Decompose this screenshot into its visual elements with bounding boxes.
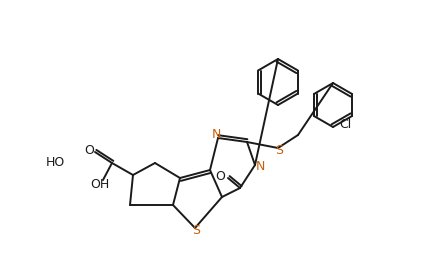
Text: S: S — [192, 223, 200, 237]
Text: Cl: Cl — [339, 117, 351, 131]
Text: N: N — [211, 128, 221, 140]
Text: OH: OH — [90, 179, 109, 191]
Text: S: S — [275, 143, 283, 156]
Text: HO: HO — [46, 156, 65, 170]
Text: O: O — [84, 143, 94, 156]
Text: O: O — [215, 170, 225, 183]
Text: N: N — [255, 160, 265, 174]
